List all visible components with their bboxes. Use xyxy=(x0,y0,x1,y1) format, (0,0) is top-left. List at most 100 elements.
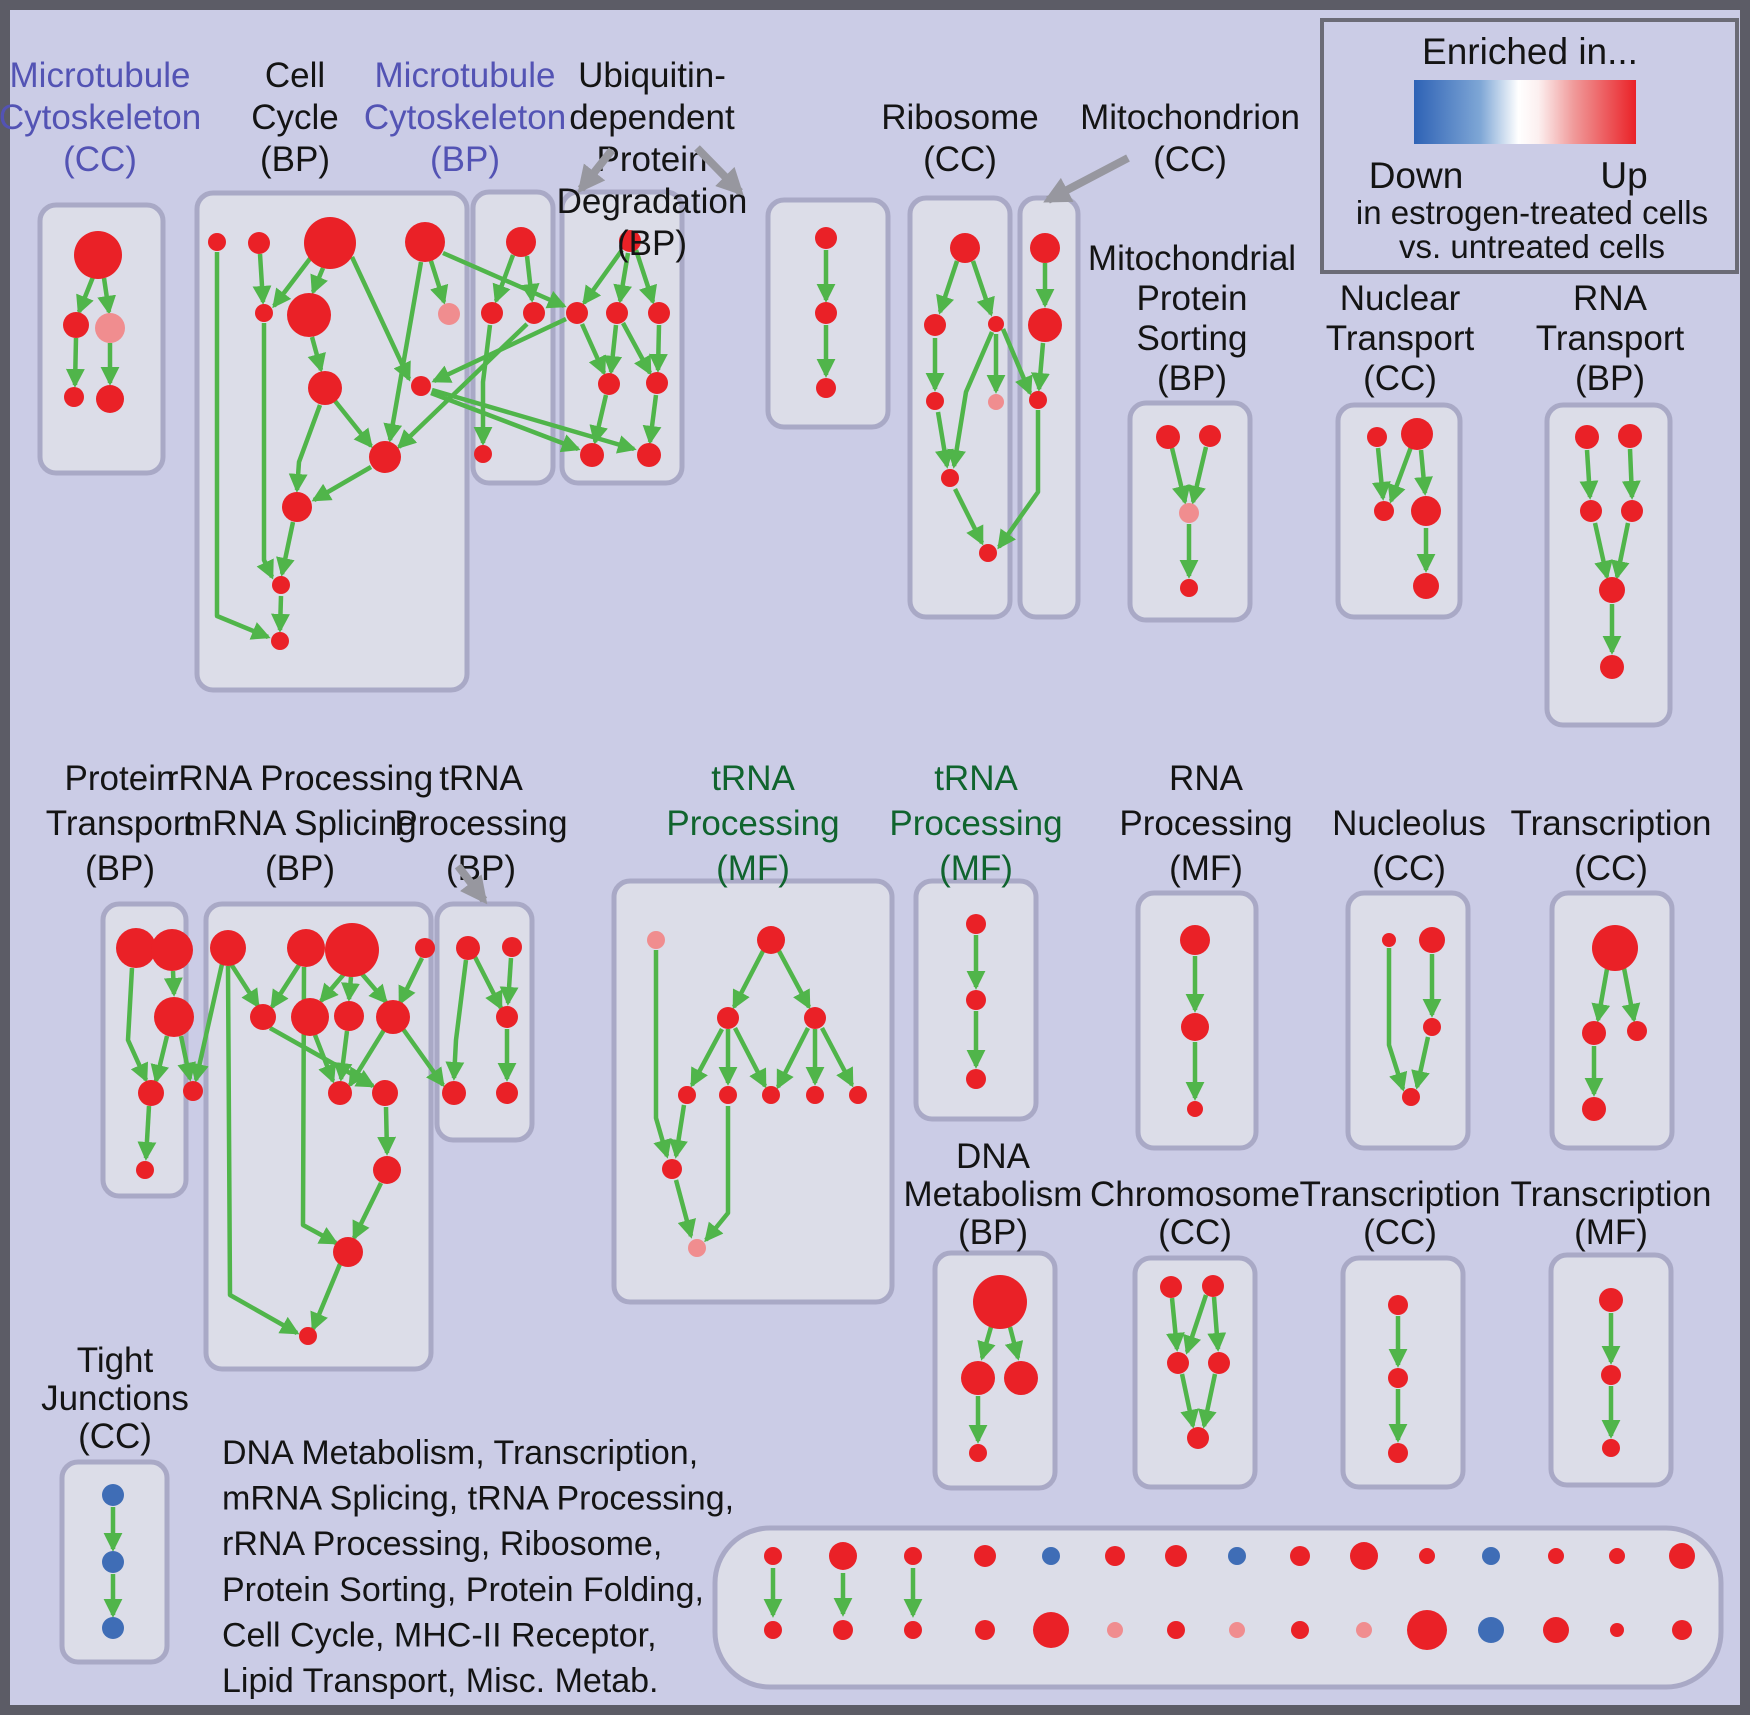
cluster-trna-processing-mf-2-label: Processing xyxy=(889,804,1062,843)
node-misc-top-10 xyxy=(1419,1548,1435,1564)
legend-title: Enriched in... xyxy=(1422,31,1638,72)
edge-arrow xyxy=(1207,1296,1227,1352)
node-trna-processing-bp-2 xyxy=(496,1006,518,1028)
edge-arrow xyxy=(288,404,323,493)
node-transcription-cc-bottom-0 xyxy=(1388,1295,1408,1315)
edge-arrow xyxy=(997,410,1041,550)
node-trna-processing-mf-1-10 xyxy=(688,1239,706,1257)
node-trna-processing-mf-1-5 xyxy=(719,1086,737,1104)
node-trna-processing-mf-1-6 xyxy=(762,1086,780,1104)
edge-arrow xyxy=(952,487,985,546)
node-transcription-cc-mid-3 xyxy=(1582,1097,1606,1121)
edge-arrow xyxy=(499,957,519,1006)
node-misc-top-0 xyxy=(764,1547,782,1565)
edge-arrow xyxy=(970,260,995,317)
node-rna-processing-mf-0 xyxy=(1180,925,1210,955)
cluster-rna-processing-mf-label: RNA xyxy=(1169,759,1244,798)
node-misc-top-8 xyxy=(1290,1546,1310,1566)
node-misc-bottom-3 xyxy=(975,1620,995,1640)
edge-arrow xyxy=(428,260,449,305)
cluster-ubiquitin-degradation-1-label: Protein xyxy=(597,140,708,179)
node-transcription-mf-1 xyxy=(1601,1365,1621,1385)
edge-arrow xyxy=(270,963,301,1010)
node-ubiquitin-degradation-2-2 xyxy=(816,378,836,398)
edge-arrow xyxy=(360,972,388,1005)
edge-arrow xyxy=(310,267,328,295)
node-ribosome-cc-4 xyxy=(988,394,1004,410)
node-misc-bottom-2 xyxy=(904,1621,922,1639)
cluster-rna-transport-bp-label: RNA xyxy=(1573,279,1648,318)
cluster-nucleolus-cc-box xyxy=(1345,890,1471,1151)
edge-arrow xyxy=(582,248,624,306)
cluster-trna-processing-mf-2-label: (MF) xyxy=(939,849,1013,888)
node-rrna-processing-mrna-splicing-0 xyxy=(210,930,246,966)
node-rrna-processing-mrna-splicing-6 xyxy=(334,1001,364,1031)
edge-arrow xyxy=(589,394,609,445)
annotation-arrow xyxy=(694,145,744,196)
node-trna-processing-mf-2-1 xyxy=(966,990,986,1010)
node-misc-bottom-5 xyxy=(1107,1622,1123,1638)
node-misc-top-3 xyxy=(974,1545,996,1567)
edge-arrow xyxy=(1414,449,1433,496)
edge-arrow xyxy=(669,1104,688,1159)
edge-arrow xyxy=(311,465,373,502)
node-mitochondrion-cc-0 xyxy=(1030,233,1060,263)
edge-arrow xyxy=(442,250,567,309)
node-misc-bottom-6 xyxy=(1167,1621,1185,1639)
node-ubiquitin-degradation-1-6 xyxy=(580,443,604,467)
edge-arrow xyxy=(642,394,662,445)
node-misc-bottom-12 xyxy=(1543,1617,1569,1643)
edge-arrow xyxy=(1592,522,1613,580)
node-rrna-processing-mrna-splicing-12 xyxy=(299,1327,317,1345)
cluster-mitochondrial-protein-sorting-label: Sorting xyxy=(1137,319,1248,358)
cluster-transcription-mf-label: Transcription xyxy=(1511,1175,1712,1214)
node-protein-transport-bp-4 xyxy=(183,1081,203,1101)
edge-arrow xyxy=(1591,968,1611,1023)
edge-arrow xyxy=(936,260,960,315)
cluster-ribosome-cc-label: Ribosome xyxy=(881,98,1039,137)
legend-caption-line1: in estrogen-treated cells xyxy=(1356,194,1708,231)
cluster-rrna-processing-mrna-splicing-label: (BP) xyxy=(265,849,335,888)
edge-arrow xyxy=(1579,449,1599,500)
cluster-chromosome-cc-label: (CC) xyxy=(1158,1213,1232,1252)
edge-arrow xyxy=(65,337,85,388)
legend: Enriched in... Down Up in estrogen-treat… xyxy=(1320,18,1739,274)
edge-arrow xyxy=(1169,447,1191,505)
node-ubiquitin-degradation-1-3 xyxy=(648,302,670,324)
legend-gradient-bar xyxy=(1414,80,1636,144)
cluster-tight-junctions-cc-label: Tight xyxy=(77,1341,154,1380)
cluster-trna-processing-bp-label: Processing xyxy=(394,804,567,843)
node-rrna-processing-mrna-splicing-8 xyxy=(328,1081,352,1105)
node-ribosome-cc-0 xyxy=(950,233,980,263)
node-transcription-mf-2 xyxy=(1602,1439,1620,1457)
node-transcription-cc-mid-0 xyxy=(1592,925,1638,971)
node-trna-processing-bp-1 xyxy=(502,937,522,957)
node-chromosome-cc-2 xyxy=(1167,1352,1189,1374)
node-microtubule-cytoskeleton-cc-1 xyxy=(63,312,89,338)
cluster-ubiquitin-degradation-1-label: Ubiquitin- xyxy=(578,56,726,95)
node-misc-bottom-0 xyxy=(764,1621,782,1639)
legend-box xyxy=(1320,18,1739,274)
cluster-tight-junctions-cc-label: (CC) xyxy=(78,1417,152,1456)
node-rna-transport-bp-5 xyxy=(1600,655,1624,679)
node-trna-processing-mf-1-9 xyxy=(662,1159,682,1179)
node-chromosome-cc-1 xyxy=(1202,1275,1224,1297)
legend-caption-line2: vs. untreated cells xyxy=(1399,228,1665,265)
node-misc-top-9 xyxy=(1350,1542,1378,1570)
node-cell-cycle-1 xyxy=(248,232,270,254)
node-ubiquitin-degradation-1-1 xyxy=(566,302,588,324)
node-trna-processing-mf-1-7 xyxy=(806,1086,824,1104)
node-cell-cycle-10 xyxy=(282,492,312,522)
edge-arrow xyxy=(377,1106,397,1156)
edge-arrow xyxy=(1198,1373,1218,1429)
edge-arrow xyxy=(300,966,339,1245)
node-rrna-processing-mrna-splicing-5 xyxy=(291,998,329,1036)
node-misc-top-11 xyxy=(1482,1547,1500,1565)
note-block-line: DNA Metabolism, Transcription, xyxy=(222,1434,698,1472)
node-misc-bottom-9 xyxy=(1356,1622,1372,1638)
node-trna-processing-mf-1-1 xyxy=(757,926,785,954)
cluster-chromosome-cc-box xyxy=(1132,1255,1258,1490)
node-nucleolus-cc-2 xyxy=(1423,1018,1441,1036)
node-misc-bottom-13 xyxy=(1610,1623,1624,1637)
node-transcription-mf-0 xyxy=(1599,1288,1623,1312)
